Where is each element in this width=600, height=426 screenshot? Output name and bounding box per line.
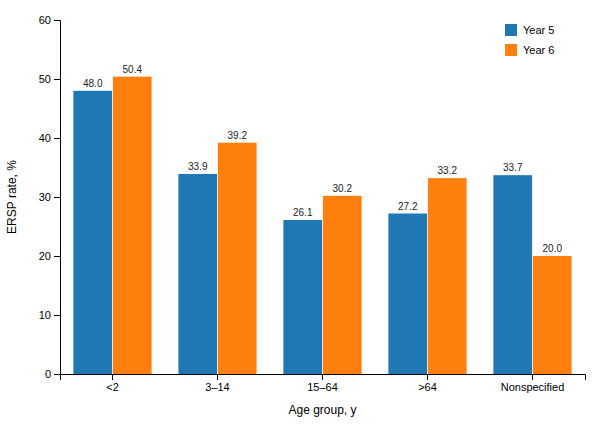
bar [218, 143, 257, 374]
legend-item: Year 6 [505, 44, 554, 56]
y-tick-label: 30 [39, 191, 51, 203]
x-axis-title: Age group, y [288, 403, 356, 417]
bars [73, 77, 571, 374]
y-tick-mark [54, 256, 60, 257]
x-tick: 3–14 [205, 374, 229, 393]
x-tick-mark [322, 374, 323, 380]
x-tick-label: Nonspecified [501, 381, 565, 393]
x-tick-label: 3–14 [205, 381, 229, 393]
x-tick: >64 [418, 374, 437, 393]
bar [428, 178, 467, 374]
x-tick-mark [217, 374, 218, 380]
bar [73, 91, 112, 374]
x-axis: <2 3–14 15–64 >64 Nonspecified [61, 374, 586, 393]
y-tick: 60 [39, 14, 60, 26]
legend-label: Year 6 [523, 44, 554, 56]
y-axis: 0 10 20 30 40 50 60 [39, 14, 61, 380]
data-label: 20.0 [543, 243, 563, 254]
chart: 0 10 20 30 40 50 60 <2 3–14 15–64 >64 Nonspecified 4… [0, 0, 600, 426]
y-axis-line [54, 21, 61, 375]
y-tick-mark [54, 138, 60, 139]
bar [323, 196, 362, 374]
x-tick-mark [532, 374, 533, 380]
y-tick-label: 40 [39, 132, 51, 144]
bar [178, 174, 217, 374]
y-tick: 40 [39, 132, 60, 144]
x-tick-label: <2 [106, 381, 119, 393]
data-label: 39.2 [228, 130, 248, 141]
y-tick-label: 0 [45, 368, 51, 380]
x-tick: <2 [106, 374, 119, 393]
plot: 0 10 20 30 40 50 60 <2 3–14 15–64 >64 Nonspecified 4… [39, 14, 586, 393]
x-tick-mark [427, 374, 428, 380]
bar [113, 77, 152, 374]
y-tick: 30 [39, 191, 60, 203]
data-label: 48.0 [83, 78, 103, 89]
data-label: 27.2 [398, 201, 418, 212]
bar [533, 256, 572, 374]
x-tick: 15–64 [307, 374, 338, 393]
y-tick-mark [54, 79, 60, 80]
legend: Year 5 Year 6 [505, 24, 554, 56]
y-tick-label: 60 [39, 14, 51, 26]
y-tick-label: 20 [39, 250, 51, 262]
x-tick: Nonspecified [501, 374, 565, 393]
y-tick-mark [54, 315, 60, 316]
y-tick: 50 [39, 73, 60, 85]
y-tick: 20 [39, 250, 60, 262]
data-label: 30.2 [333, 183, 353, 194]
bar [388, 214, 427, 374]
y-tick: 10 [39, 309, 60, 321]
legend-label: Year 5 [523, 24, 554, 36]
x-tick-label: >64 [418, 381, 437, 393]
y-tick-label: 50 [39, 73, 51, 85]
legend-swatch [505, 44, 517, 56]
legend-item: Year 5 [505, 24, 554, 36]
y-tick-mark [54, 197, 60, 198]
data-label: 33.2 [438, 165, 458, 176]
y-axis-title: ERSP rate, % [5, 160, 19, 234]
data-label: 33.7 [503, 162, 523, 173]
x-tick-label: 15–64 [307, 381, 338, 393]
y-tick-mark [54, 374, 60, 375]
y-tick-label: 10 [39, 309, 51, 321]
bar [283, 220, 322, 374]
x-axis-line [61, 375, 586, 381]
y-tick-mark [54, 20, 60, 21]
data-label: 33.9 [188, 161, 208, 172]
y-tick: 0 [45, 368, 60, 380]
data-label: 26.1 [293, 207, 313, 218]
bar [493, 175, 532, 374]
legend-swatch [505, 24, 517, 36]
x-tick-mark [112, 374, 113, 380]
data-labels: 48.0 33.9 26.1 27.2 33.7 50.4 39.2 30.2 33.2 20.0 [83, 64, 562, 254]
data-label: 50.4 [123, 64, 143, 75]
